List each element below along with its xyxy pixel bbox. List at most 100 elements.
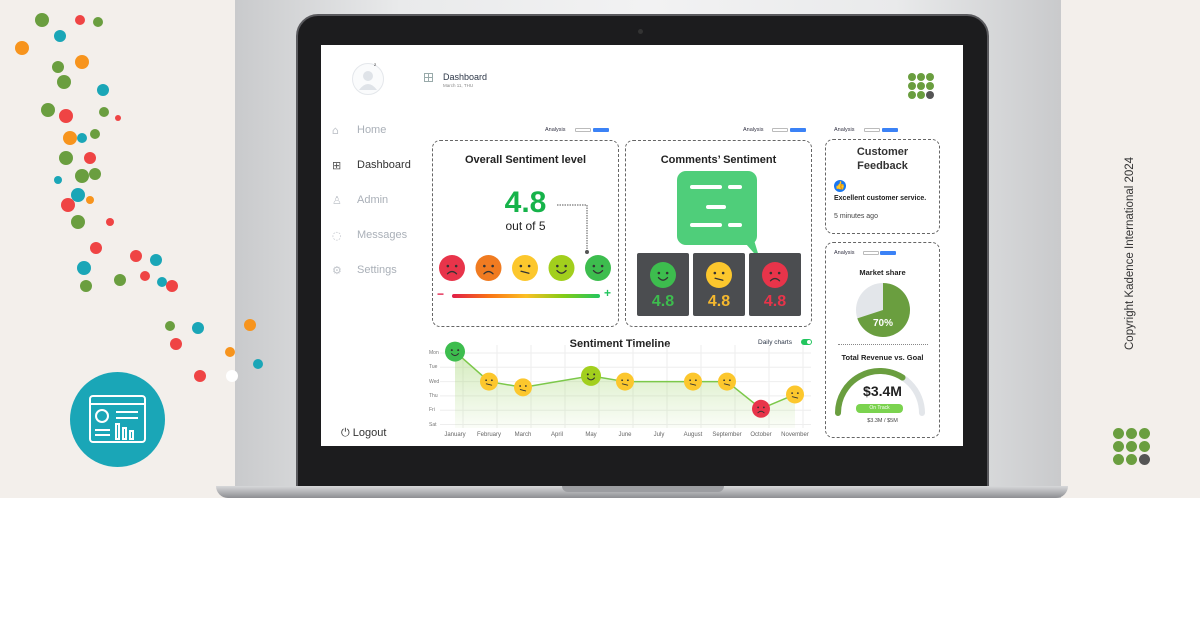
analysis-toggle-off[interactable] — [863, 251, 879, 255]
logo-dot — [1139, 428, 1150, 439]
feedback-time: 5 minutes ago — [834, 213, 878, 220]
sidebar-item-messages[interactable]: Messages — [357, 229, 408, 241]
revenue-title: Total Revenue vs. Goal — [841, 353, 924, 362]
sidebar-item-home[interactable]: Home — [357, 124, 387, 136]
analysis-toggle-on[interactable] — [790, 128, 806, 132]
overall-sentiment-card — [432, 140, 619, 327]
grid-icon: ⊞ — [332, 159, 342, 172]
sidebar-item-settings[interactable]: Settings — [357, 264, 397, 276]
smile-face-icon — [548, 255, 575, 281]
laptop-base — [216, 486, 1068, 498]
tile-score: 4.8 — [707, 293, 731, 310]
decorative-dot — [59, 151, 73, 165]
decorative-dot — [106, 218, 114, 226]
avatar-badge: 2 — [374, 62, 377, 67]
decorative-dot — [93, 17, 103, 27]
logout-label: Logout — [352, 427, 387, 439]
decorative-dot — [86, 196, 94, 204]
decorative-dot — [253, 359, 263, 369]
y-tick-label: Thu — [429, 392, 438, 399]
decorative-dot — [54, 30, 66, 42]
dashboard-icon — [89, 395, 146, 443]
minus-sign: − — [437, 287, 445, 301]
decorative-dot — [59, 109, 73, 123]
decorative-dot — [157, 277, 167, 287]
analysis-toggle-on[interactable] — [880, 251, 896, 255]
decorative-dot — [61, 198, 75, 212]
x-tick-label: April — [550, 432, 564, 438]
decorative-dot — [75, 169, 89, 183]
decorative-dot — [115, 115, 121, 121]
page-date: March 11, THU — [443, 83, 474, 88]
decorative-dot — [130, 250, 142, 262]
x-tick-label: January — [444, 432, 466, 438]
status-badge: On Track — [856, 404, 903, 413]
decorative-dot — [194, 370, 206, 382]
decorative-dot — [90, 129, 100, 139]
card-title: Overall Sentiment level — [464, 154, 587, 166]
x-tick-label: July — [653, 432, 665, 438]
decorative-dot — [52, 61, 64, 73]
logout-button[interactable]: ⏻ Logout — [341, 427, 386, 440]
market-share-title: Market share — [859, 268, 906, 277]
logo-dot — [1113, 441, 1124, 452]
y-tick-label: Tue — [429, 364, 438, 371]
market-share-pie — [856, 283, 910, 337]
x-tick-label: February — [476, 432, 502, 438]
background-right — [1061, 0, 1200, 498]
decorative-dot — [75, 15, 85, 25]
neutral-face-icon — [706, 262, 732, 288]
decorative-dot — [63, 131, 77, 145]
kadence-logo — [908, 73, 934, 99]
x-tick-label: August — [683, 432, 703, 438]
decorative-dot — [150, 254, 162, 266]
logo-dot — [1113, 454, 1124, 465]
avatar[interactable] — [352, 63, 384, 95]
gear-icon: ⚙ — [332, 264, 342, 277]
dashboard-badge — [70, 372, 165, 467]
logo-dot — [1139, 441, 1150, 452]
decorative-dot — [35, 13, 49, 27]
decorative-dot — [54, 176, 62, 184]
analysis-toggle-on[interactable] — [882, 128, 898, 132]
sentiment-tile-happy: 4.8 — [637, 253, 689, 316]
page-title: Dashboard — [443, 72, 488, 82]
decorative-dot — [140, 271, 150, 281]
logo-dot — [917, 82, 925, 90]
y-tick-label: Sat — [429, 421, 437, 428]
connector-line — [557, 204, 589, 254]
analysis-toggle-off[interactable] — [864, 128, 880, 132]
score-scale: out of 5 — [505, 219, 546, 233]
decorative-dot — [75, 55, 89, 69]
decorative-dot — [57, 75, 71, 89]
x-tick-label: June — [618, 432, 632, 438]
sentiment-tile-angry: 4.8 — [749, 253, 801, 316]
logo-dot — [1139, 454, 1150, 465]
decorative-dot — [77, 261, 91, 275]
logo-dot — [926, 73, 934, 81]
daily-charts-toggle[interactable] — [801, 339, 812, 345]
sidebar-item-dashboard[interactable]: Dashboard — [357, 159, 411, 171]
sad-face-icon — [475, 255, 502, 281]
decorative-dot — [90, 242, 102, 254]
y-tick-label: Mon — [429, 350, 439, 356]
tile-score: 4.8 — [763, 293, 787, 310]
decorative-dot — [15, 41, 29, 55]
decorative-dot — [225, 347, 235, 357]
analysis-toggle-off[interactable] — [575, 128, 591, 132]
divider — [838, 344, 928, 345]
chat-icon: ◌ — [332, 229, 342, 242]
analysis-toggle-on[interactable] — [593, 128, 609, 132]
logo-dot — [917, 73, 925, 81]
pie-slice-share — [857, 283, 910, 337]
sidebar-item-admin[interactable]: Admin — [357, 194, 389, 206]
analysis-toggle-off[interactable] — [772, 128, 788, 132]
card-title: Comments’ Sentiment — [660, 154, 777, 166]
camera — [638, 29, 643, 34]
x-tick-label: March — [514, 432, 532, 438]
neutral-face-icon — [512, 255, 538, 281]
title-line: Feedback — [857, 160, 908, 172]
feedback-message: Excellent customer service. — [834, 195, 927, 202]
y-tick-label: Fri — [429, 407, 435, 414]
thumbs-up-icon: 👍 — [834, 180, 846, 192]
